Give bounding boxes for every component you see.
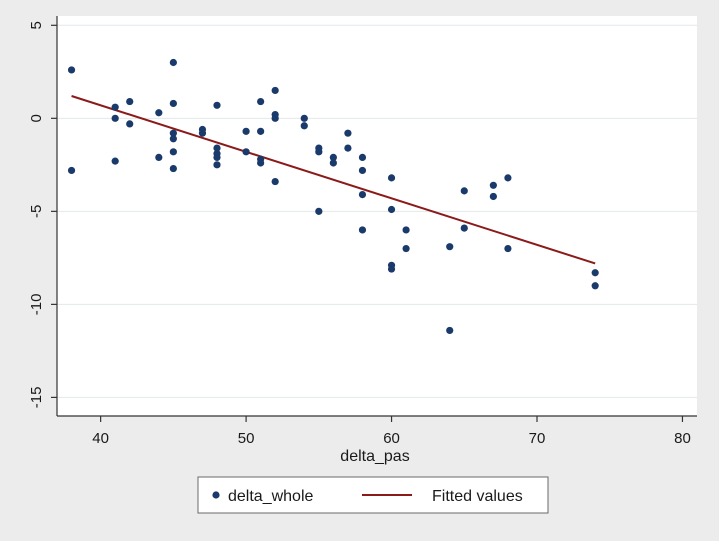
data-point xyxy=(257,97,265,106)
x-tick-label: 40 xyxy=(92,430,109,447)
y-tick-label: 0 xyxy=(28,114,45,122)
data-point xyxy=(358,226,367,234)
data-point xyxy=(402,226,410,234)
data-point xyxy=(126,97,134,106)
data-point xyxy=(155,153,163,161)
data-point xyxy=(257,127,265,135)
data-point xyxy=(358,191,367,199)
data-point xyxy=(358,166,367,175)
scatter-points xyxy=(67,58,599,335)
data-point xyxy=(271,177,279,186)
data-point xyxy=(358,153,367,161)
y-tick-label: -5 xyxy=(28,205,45,218)
data-point xyxy=(489,181,497,189)
y-tick-label: -10 xyxy=(28,294,45,316)
data-point xyxy=(67,166,76,175)
x-axis-label: delta_pas xyxy=(340,448,409,465)
data-point xyxy=(67,66,76,74)
data-point xyxy=(329,159,337,167)
data-point xyxy=(446,326,454,335)
data-point xyxy=(387,205,396,214)
data-point xyxy=(242,127,250,135)
data-point xyxy=(169,58,177,67)
data-point xyxy=(271,86,279,95)
data-point xyxy=(111,157,119,165)
data-point xyxy=(489,192,497,201)
legend-label-delta-whole: delta_whole xyxy=(228,488,314,505)
data-point xyxy=(344,129,352,137)
data-point xyxy=(242,148,250,156)
data-point xyxy=(387,174,396,182)
data-point xyxy=(591,282,599,290)
data-point xyxy=(169,148,177,156)
x-tick-label: 50 xyxy=(238,430,255,447)
data-point xyxy=(257,159,265,167)
data-point xyxy=(460,187,468,195)
data-point xyxy=(111,114,119,122)
data-point xyxy=(315,148,323,156)
data-point xyxy=(213,101,221,109)
fitted-values-line xyxy=(71,95,596,265)
data-point xyxy=(446,243,454,251)
legend-box xyxy=(197,476,549,514)
x-tick-label: 80 xyxy=(674,430,691,447)
gridlines xyxy=(57,24,697,398)
legend-label-fitted-values: Fitted values xyxy=(432,488,523,505)
data-point xyxy=(504,244,512,253)
plot-area xyxy=(57,16,697,416)
data-point xyxy=(329,153,337,161)
data-point xyxy=(460,224,468,232)
data-point xyxy=(344,144,352,152)
data-point xyxy=(169,164,177,173)
data-point xyxy=(213,161,221,169)
data-point xyxy=(126,120,134,128)
data-point xyxy=(155,109,163,117)
data-point xyxy=(504,174,512,182)
legend: delta_whole Fitted values xyxy=(197,476,549,514)
data-point xyxy=(198,129,207,137)
data-point xyxy=(169,129,177,137)
data-point xyxy=(387,265,396,273)
x-tick-label: 60 xyxy=(383,430,400,447)
data-point xyxy=(213,153,221,161)
data-point xyxy=(402,244,410,253)
y-tick-label: 5 xyxy=(28,21,45,29)
data-point xyxy=(169,99,177,108)
data-point xyxy=(315,207,323,215)
fitted-line-layer xyxy=(71,95,596,265)
data-point xyxy=(213,144,221,152)
x-tick-label: 70 xyxy=(529,430,546,447)
data-point xyxy=(300,114,308,122)
data-point xyxy=(169,135,177,143)
data-point xyxy=(591,269,599,277)
data-point xyxy=(300,122,308,130)
y-tick-label: -15 xyxy=(28,387,45,409)
data-point xyxy=(271,114,279,122)
data-point xyxy=(111,103,119,111)
legend-marker-delta-whole xyxy=(212,491,220,499)
